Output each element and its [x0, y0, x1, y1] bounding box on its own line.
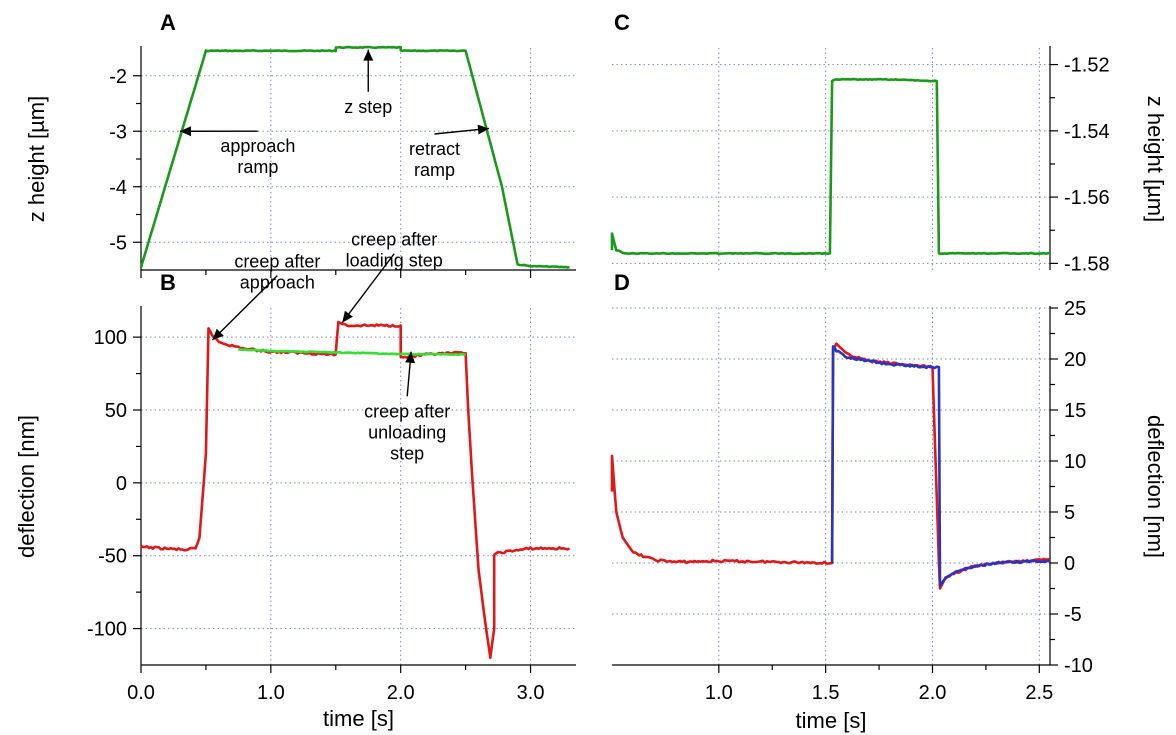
annotation-arrowhead [212, 328, 224, 341]
annotation-text: approach [220, 136, 295, 156]
y-tick-label: -1.54 [1064, 121, 1110, 143]
annotation-text: creep after [364, 401, 450, 421]
x-tick-label: 2.0 [387, 682, 415, 704]
annotation-arrowhead [179, 126, 191, 137]
annotation-text: ramp [237, 157, 278, 177]
x-tick-label: 1.0 [257, 682, 285, 704]
annotation-text: loading step [346, 251, 443, 271]
y-axis-label: z height [µm] [24, 96, 49, 222]
annotation-arrowhead [477, 124, 489, 135]
y-tick-label: -5 [1064, 604, 1082, 626]
x-tick-label: 0.0 [127, 682, 155, 704]
y-axis-label: deflection [nm] [14, 415, 39, 558]
y-tick-label: -10 [1064, 655, 1093, 677]
annotation-arrowhead [363, 49, 374, 61]
y-axis-label: deflection [nm] [1143, 415, 1168, 558]
x-tick-label: 2.5 [1025, 682, 1053, 704]
y-tick-label: 0 [1064, 553, 1075, 575]
y-tick-label: -4 [109, 177, 127, 199]
y-tick-label: -1.52 [1064, 55, 1110, 77]
annotation-text: creep after [234, 252, 320, 272]
annotation-arrowhead [342, 310, 353, 323]
panel-letter: C [614, 10, 630, 35]
x-tick-label: 2.0 [919, 682, 947, 704]
panel-letter: A [160, 10, 176, 35]
annotation-text: unloading [368, 422, 446, 442]
annotation-text: retract [409, 139, 460, 159]
y-tick-label: 25 [1064, 298, 1086, 320]
y-tick-label: -5 [109, 232, 127, 254]
annotation-arrowhead [405, 351, 416, 364]
annotation-arrow [211, 275, 278, 341]
panel-letter: B [160, 270, 176, 295]
annotation-text: ramp [414, 160, 455, 180]
y-tick-label: 20 [1064, 349, 1086, 371]
y-tick-label: 50 [105, 400, 127, 422]
y-tick-label: -100 [87, 619, 127, 641]
x-axis-label: time [s] [323, 706, 394, 731]
annotation-text: approach [240, 273, 315, 293]
annotation-text: step [390, 443, 424, 463]
x-tick-label: 1.5 [812, 682, 840, 704]
panel-d: 25 20 15 10 5 0 -5 -10 1.0 1.5 2.0 2.5 time [s] defle… [610, 270, 1168, 733]
y-tick-label: -3 [109, 121, 127, 143]
annotation-text: z step [344, 97, 392, 117]
y-tick-label: 100 [94, 327, 127, 349]
y-tick-label: 10 [1064, 451, 1086, 473]
y-axis-label: z height [µm] [1143, 96, 1168, 222]
series-line-2 [238, 348, 466, 357]
x-tick-label: 1.0 [705, 682, 733, 704]
y-tick-label: -2 [109, 66, 127, 88]
series-line-1 [610, 77, 1051, 256]
x-axis-label: time [s] [796, 708, 867, 733]
y-tick-label: 0 [116, 473, 127, 495]
y-tick-label: 5 [1064, 502, 1075, 524]
panel-b: 100 50 0 -50 -100 0.0 1.0 2.0 3.0 time [s] deflect… [14, 230, 576, 731]
panel-c: -1.52 -1.54 -1.56 -1.58 z height [µm] C [610, 10, 1168, 275]
series-line-1 [140, 320, 571, 660]
x-tick-label: 3.0 [517, 682, 545, 704]
y-tick-label: -50 [98, 546, 127, 568]
series-line-2 [830, 345, 1051, 587]
annotation-text: creep after [351, 230, 437, 250]
series-line-1 [139, 45, 570, 269]
y-tick-label: -1.56 [1064, 187, 1110, 209]
annotation-arrow [341, 253, 395, 323]
annotation: z step [344, 49, 392, 117]
y-tick-label: 15 [1064, 400, 1086, 422]
y-tick-label: -1.58 [1064, 253, 1110, 275]
panel-letter: D [614, 270, 630, 295]
